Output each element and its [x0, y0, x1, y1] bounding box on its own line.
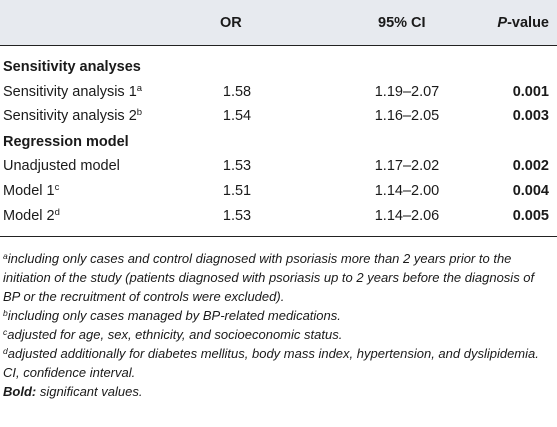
footnote-ci: CI, confidence interval. — [3, 365, 136, 380]
row-label: Sensitivity analysis 1a — [3, 83, 143, 100]
row-p-value: 0.003 — [512, 108, 549, 124]
table-header-background — [0, 0, 557, 45]
section-title-regression: Regression model — [3, 134, 129, 150]
table-row: Sensitivity analysis 1a 1.58 1.19–2.07 0… — [0, 80, 557, 104]
table-bottom-divider — [0, 236, 557, 237]
header-or: OR — [220, 15, 242, 31]
row-ci: 1.16–2.05 — [374, 108, 440, 124]
header-ci: 95% CI — [378, 15, 426, 31]
row-label: Unadjusted model — [3, 158, 120, 174]
row-ci: 1.19–2.07 — [374, 84, 440, 100]
table-header-row: OR 95% CI P-value — [0, 0, 557, 45]
footnote-a: aincluding only cases and control diagno… — [3, 251, 535, 304]
row-ci: 1.14–2.00 — [374, 183, 440, 199]
row-or: 1.58 — [222, 84, 252, 100]
table-row: Sensitivity analysis 2b 1.54 1.16–2.05 0… — [0, 104, 557, 128]
header-divider — [0, 45, 557, 46]
footnote-mark: c — [54, 182, 60, 193]
row-label: Sensitivity analysis 2b — [3, 107, 143, 124]
section-title-sensitivity: Sensitivity analyses — [3, 59, 141, 75]
row-or: 1.54 — [222, 108, 252, 124]
footnote-mark: a — [136, 83, 143, 94]
row-p-value: 0.002 — [512, 158, 549, 174]
table-footnotes: aincluding only cases and control diagno… — [3, 249, 553, 401]
footnote-mark: d — [54, 207, 60, 218]
row-p-value: 0.004 — [512, 183, 549, 199]
footnote-b: bincluding only cases managed by BP-rela… — [3, 308, 341, 323]
footnote-c: cadjusted for age, sex, ethnicity, and s… — [3, 327, 343, 342]
table-row: Unadjusted model 1.53 1.17–2.02 0.002 — [0, 154, 557, 178]
header-p-suffix: -value — [507, 15, 549, 31]
row-p-value: 0.001 — [512, 84, 549, 100]
header-p-value: P-value — [497, 14, 549, 32]
table-row: Model 1c 1.51 1.14–2.00 0.004 — [0, 179, 557, 203]
footnote-mark: b — [136, 107, 143, 118]
row-p-value: 0.005 — [512, 208, 549, 224]
row-label: Model 1c — [3, 182, 60, 199]
table-row: Model 2d 1.53 1.14–2.06 0.005 — [0, 204, 557, 228]
row-ci: 1.17–2.02 — [374, 158, 440, 174]
row-ci: 1.14–2.06 — [374, 208, 440, 224]
row-or: 1.51 — [222, 183, 252, 199]
header-p-italic: P — [497, 15, 508, 31]
row-or: 1.53 — [222, 158, 252, 174]
row-label: Model 2d — [3, 207, 60, 224]
footnote-d: dadjusted additionally for diabetes mell… — [3, 346, 539, 361]
footnote-bold: Bold: significant values. — [3, 384, 143, 399]
row-or: 1.53 — [222, 208, 252, 224]
